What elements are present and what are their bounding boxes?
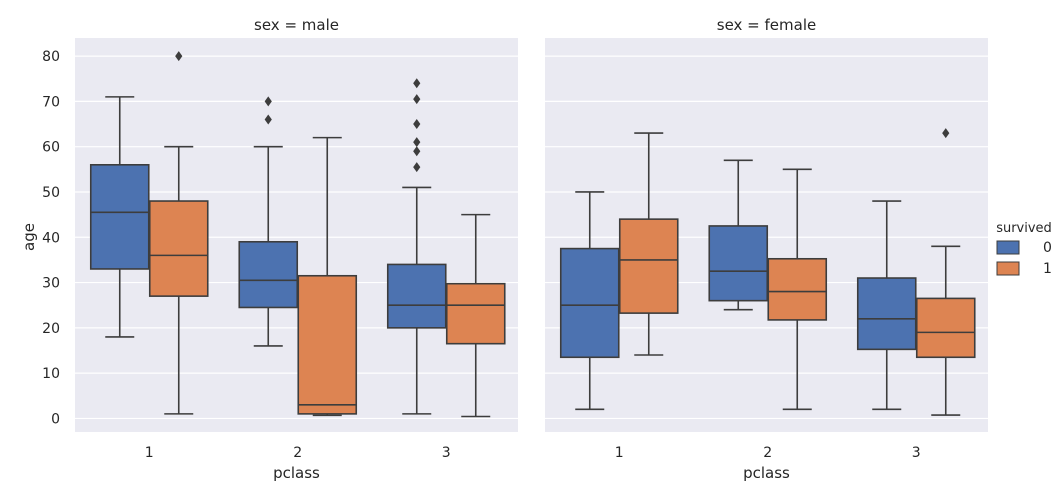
box-survived-1: [915, 128, 976, 416]
box-body: [238, 240, 299, 309]
legend-label: 0: [1043, 240, 1052, 256]
x-tick-label: 2: [763, 445, 772, 461]
box-body: [618, 218, 679, 314]
box-survived-0: [559, 191, 620, 411]
outlier-point: [413, 137, 421, 148]
y-tick-label: 10: [42, 366, 60, 382]
y-tick-label: 50: [42, 185, 60, 201]
legend-item-0: 0: [996, 240, 1052, 256]
box-body: [148, 200, 209, 297]
box-survived-0: [708, 159, 769, 311]
x-tick-label: 2: [293, 445, 302, 461]
x-axis-label-female: pclass: [743, 464, 790, 482]
box-body: [445, 282, 506, 345]
box-survived-0: [238, 96, 299, 347]
box-survived-0: [856, 200, 917, 411]
legend-item-1: 1: [996, 261, 1052, 277]
y-tick-label: 80: [42, 49, 60, 65]
x-tick-label: 3: [912, 445, 921, 461]
legend-swatch: [996, 240, 1020, 255]
box-body: [297, 274, 358, 415]
y-tick-label: 0: [51, 411, 60, 427]
x-tick-label: 1: [145, 445, 154, 461]
box-survived-0: [386, 78, 447, 415]
facet-female: sex = female 1 2 3 pclass: [545, 16, 988, 482]
outlier-point: [413, 78, 421, 89]
y-axis-label: age: [20, 223, 38, 251]
outlier-point: [413, 162, 421, 173]
outlier-point: [264, 96, 272, 107]
outlier-point: [942, 128, 950, 139]
y-tick-label: 30: [42, 276, 60, 292]
box-body: [559, 247, 620, 359]
legend: survived 0 1: [996, 221, 1052, 277]
x-tick-label: 1: [615, 445, 624, 461]
legend-title: survived: [996, 221, 1052, 236]
outlier-point: [413, 146, 421, 157]
box-survived-1: [297, 136, 358, 417]
outlier-point: [413, 94, 421, 105]
y-tick-label: 70: [42, 94, 60, 110]
y-tick-label: 40: [42, 230, 60, 246]
facet-title-female: sex = female: [717, 16, 816, 34]
box-survived-1: [445, 213, 506, 418]
y-tick-label: 20: [42, 321, 60, 337]
box-survived-1: [148, 51, 209, 415]
legend-label: 1: [1043, 261, 1052, 277]
box-body: [89, 164, 150, 270]
legend-swatch: [996, 261, 1020, 276]
box-survived-1: [618, 132, 679, 356]
box-survived-1: [767, 168, 828, 411]
outlier-point: [413, 119, 421, 130]
outlier-point: [264, 114, 272, 125]
x-tick-label: 3: [442, 445, 451, 461]
y-tick-label: 60: [42, 140, 60, 156]
box-body: [915, 297, 976, 359]
x-axis-label-male: pclass: [273, 464, 320, 482]
outlier-point: [175, 51, 183, 62]
box-body: [767, 257, 828, 321]
facet-title-male: sex = male: [254, 16, 339, 34]
box-body: [386, 263, 447, 329]
box-survived-0: [89, 96, 150, 338]
box-body: [708, 225, 769, 302]
box-body: [856, 277, 917, 351]
facet-male: sex = male 1 2 3 pclass: [75, 16, 518, 482]
